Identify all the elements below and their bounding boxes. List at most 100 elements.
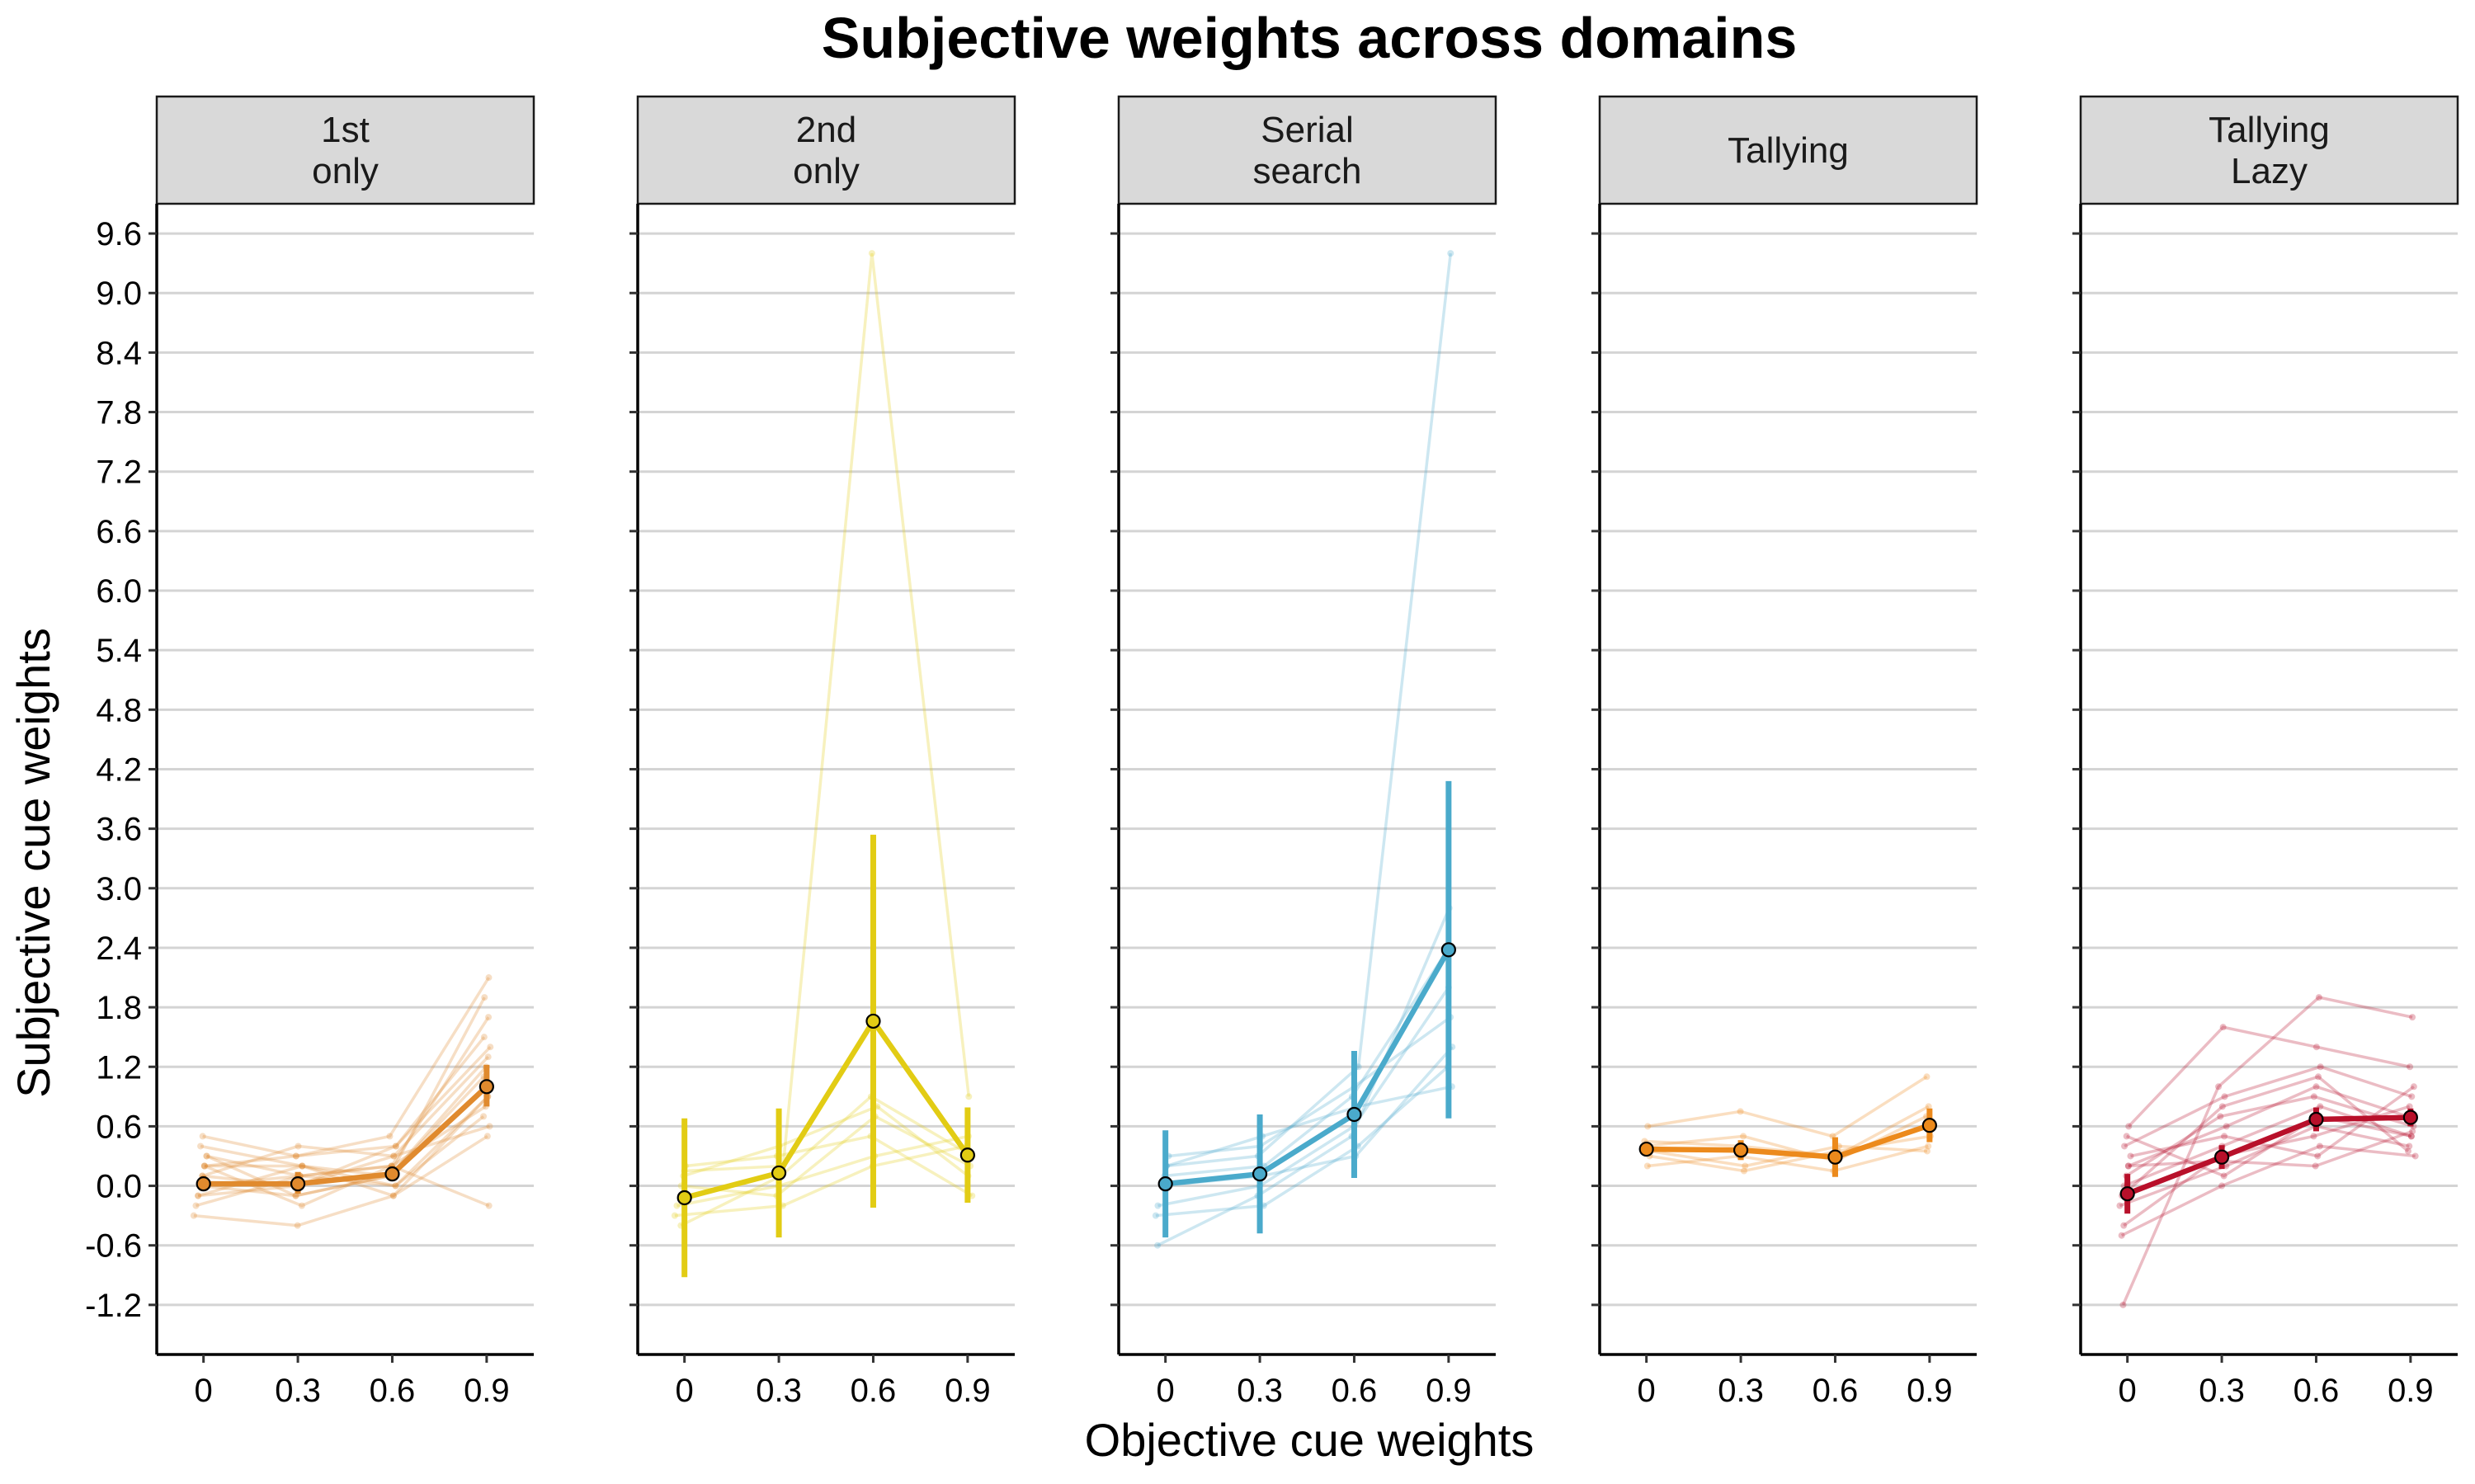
participant-line <box>1157 907 1451 1247</box>
participant-line <box>680 1095 974 1227</box>
x-tick-label: 0.3 <box>2199 1373 2245 1409</box>
participant-point <box>200 1162 208 1170</box>
x-tick-label: 0.6 <box>2294 1373 2340 1409</box>
participant-point <box>2121 1142 2128 1150</box>
participant-line <box>2123 1105 2411 1227</box>
x-tick-label: 0 <box>2119 1373 2137 1409</box>
participant-point <box>2217 1113 2224 1120</box>
participant-point <box>1742 1162 1749 1170</box>
mean-point <box>196 1176 211 1192</box>
y-tick-label: 3.6 <box>96 812 142 848</box>
participant-point <box>2411 1152 2419 1160</box>
facet-strip <box>636 95 1016 205</box>
x-tick-label: 0.3 <box>1237 1373 1283 1409</box>
participant-line <box>1164 946 1450 1178</box>
participant-point <box>2312 1044 2320 1051</box>
participant-point <box>390 1152 398 1160</box>
x-tick-label: 0 <box>1157 1373 1175 1409</box>
mean-point <box>1440 942 1456 958</box>
participant-point <box>386 1133 394 1140</box>
participant-point <box>1644 1123 1652 1130</box>
participant-point <box>485 974 493 982</box>
participant-point <box>392 1142 399 1150</box>
participant-point <box>2407 1133 2415 1140</box>
facet-strip-label: Tallying <box>1728 130 1849 171</box>
x-tick-label: 0.9 <box>464 1373 510 1409</box>
participant-point <box>299 1162 306 1170</box>
mean-point <box>2402 1109 2418 1125</box>
participant-point <box>203 1152 210 1160</box>
participant-line <box>197 1045 492 1198</box>
participant-point <box>197 1142 205 1150</box>
participant-line <box>2128 1129 2413 1168</box>
participant-line <box>2124 1105 2412 1188</box>
participant-point <box>2404 1147 2411 1155</box>
participant-point <box>2407 1063 2414 1071</box>
participant-point <box>389 1192 397 1199</box>
participant-point <box>299 1162 306 1170</box>
participant-point <box>2409 1014 2416 1021</box>
participant-point <box>190 1212 197 1219</box>
participant-point <box>2127 1152 2134 1160</box>
participant-line <box>1166 1085 1453 1168</box>
participant-point <box>298 1202 305 1209</box>
facet-panel: Tallying 0 0.3 0.6 0.9 <box>1591 95 1978 1409</box>
participant-line <box>200 1076 485 1198</box>
facet-strip-label: search <box>1252 151 1361 191</box>
participant-line <box>682 1105 969 1178</box>
x-tick-label: 0.6 <box>1813 1373 1859 1409</box>
participant-line <box>200 1164 490 1208</box>
mean-line <box>683 1016 970 1201</box>
participant-point <box>2409 1128 2416 1135</box>
y-tick-label: 1.8 <box>96 990 142 1026</box>
y-tick-label: 1.2 <box>96 1049 142 1086</box>
participant-point <box>295 1142 302 1150</box>
participant-point <box>1740 1133 1747 1140</box>
mean-point <box>384 1166 400 1182</box>
participant-point <box>2407 1133 2415 1140</box>
participant-point <box>2408 1093 2416 1100</box>
participant-line <box>193 1134 488 1227</box>
facet-strip <box>155 95 535 205</box>
participant-point <box>965 1093 973 1100</box>
y-tick-label: -0.6 <box>85 1228 142 1265</box>
x-tick-label: 0.9 <box>1907 1373 1953 1409</box>
chart-title: Subjective weights across domains <box>822 6 1798 70</box>
facet-panels: 1stonly-1.2-0.60.00.61.21.82.43.03.64.24… <box>85 95 2459 1409</box>
participant-point <box>1925 1142 1932 1150</box>
x-tick-label: 0.9 <box>1426 1373 1472 1409</box>
participant-point <box>2310 1133 2317 1140</box>
facet-strip-label: 2nd <box>796 110 856 150</box>
facet-strip-label: Lazy <box>2231 151 2308 191</box>
facet-strip-label: only <box>793 151 860 191</box>
mean-point <box>1157 1176 1173 1192</box>
participant-point <box>1154 1241 1162 1249</box>
participant-point <box>2123 1133 2130 1140</box>
participant-line <box>685 1134 974 1198</box>
participant-line <box>2121 996 2413 1306</box>
participant-line <box>1166 252 1453 1168</box>
participant-point <box>292 1152 299 1160</box>
participant-point <box>2316 1142 2323 1150</box>
x-tick-label: 0 <box>195 1373 213 1409</box>
participant-point <box>2118 1232 2125 1239</box>
x-tick-label: 0 <box>676 1373 694 1409</box>
participant-line <box>1647 1144 1929 1173</box>
facet-strip-label: only <box>312 151 379 191</box>
participant-point <box>484 1053 492 1061</box>
participant-point <box>1643 1162 1651 1170</box>
y-tick-label: 7.8 <box>96 395 142 431</box>
participant-point <box>487 1044 494 1051</box>
participant-point <box>199 1133 206 1140</box>
participant-line <box>2120 1144 2416 1237</box>
participant-line <box>681 1114 971 1198</box>
mean-point <box>865 1013 881 1029</box>
participant-point <box>2219 1024 2227 1031</box>
x-tick-label: 0.6 <box>851 1373 897 1409</box>
participant-line <box>2126 1114 2412 1178</box>
mean-point <box>1346 1106 1362 1123</box>
y-tick-label: 4.8 <box>96 692 142 728</box>
x-tick-label: 0.9 <box>945 1373 991 1409</box>
